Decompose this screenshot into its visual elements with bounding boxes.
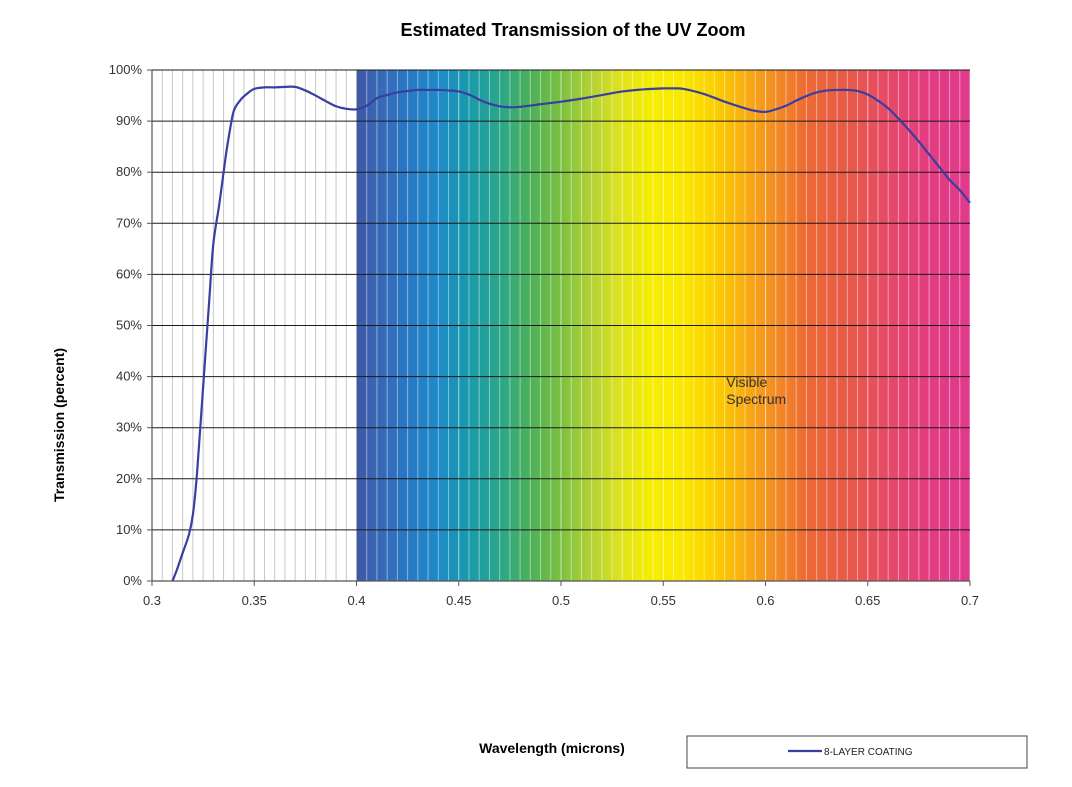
y-tick-labels: 0% 10% 20% 30% 40% 50% 60% 70% 80% 90% 100% (109, 62, 143, 588)
y-tick-label: 50% (116, 318, 142, 333)
y-tick-label: 40% (116, 369, 142, 384)
x-tick-label: 0.6 (756, 593, 774, 608)
y-tick-label: 0% (123, 573, 142, 588)
legend: 8-LAYER COATING (686, 735, 1028, 769)
x-tick-label: 0.3 (143, 593, 161, 608)
legend-label: 8-LAYER COATING (824, 747, 913, 758)
axes (147, 69, 971, 586)
x-axis-label: Wavelength (microns) (479, 740, 625, 756)
y-tick-label: 30% (116, 420, 142, 435)
y-tick-label: 60% (116, 266, 142, 281)
chart-title: Estimated Transmission of the UV Zoom (400, 20, 745, 40)
y-axis-label: Transmission (percent) (51, 348, 67, 502)
y-tick-label: 100% (109, 62, 143, 77)
y-tick-label: 10% (116, 522, 142, 537)
x-tick-label: 0.45 (446, 593, 471, 608)
x-tick-label: 0.4 (347, 593, 365, 608)
y-tick-label: 20% (116, 471, 142, 486)
x-tick-label: 0.7 (961, 593, 979, 608)
y-tick-label: 90% (116, 113, 142, 128)
x-tick-label: 0.5 (552, 593, 570, 608)
x-tick-label: 0.65 (855, 593, 880, 608)
grid (152, 69, 971, 581)
x-tick-label: 0.55 (651, 593, 676, 608)
x-tick-label: 0.35 (242, 593, 267, 608)
y-tick-label: 80% (116, 164, 142, 179)
x-tick-labels: 0.3 0.35 0.4 0.45 0.5 0.55 0.6 0.65 0.7 (143, 593, 979, 608)
visible-spectrum-label-line1: Visible (726, 374, 767, 390)
y-tick-label: 70% (116, 215, 142, 230)
legend-box (686, 735, 1028, 769)
series-line-8-layer-coating (171, 85, 971, 582)
visible-spectrum-label-line2: Spectrum (726, 391, 786, 407)
